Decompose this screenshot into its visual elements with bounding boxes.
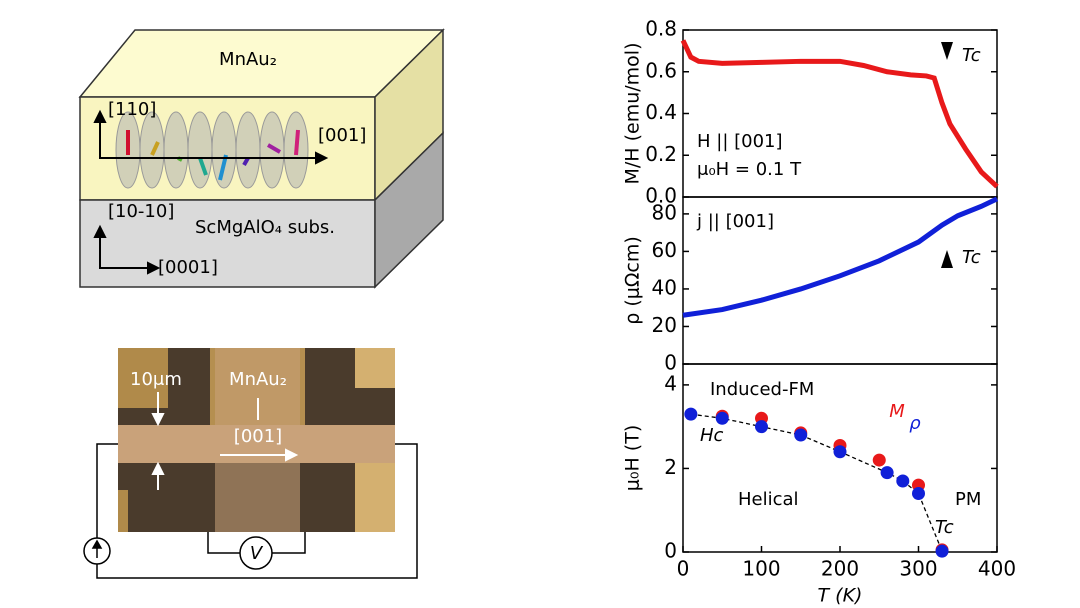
x-tick-label: 0 bbox=[677, 557, 690, 581]
axis-label: [001] bbox=[318, 125, 366, 146]
annotation: Induced-FM bbox=[710, 379, 814, 400]
substrate-label: ScMgAlO₄ subs. bbox=[195, 217, 335, 238]
axis-label: [110] bbox=[108, 99, 156, 120]
substrate-side bbox=[374, 131, 444, 289]
series-label: ρ bbox=[909, 413, 921, 434]
data-point bbox=[715, 411, 729, 425]
charts: 0.0 0.2 0.4 0.6 0.8M/H (emu/mol) H || [001] μ₀… bbox=[622, 17, 1017, 607]
device-arrows bbox=[151, 392, 299, 490]
x-tick-label: 300 bbox=[899, 557, 937, 581]
y-tick-label: 0.2 bbox=[645, 142, 677, 166]
data-point bbox=[755, 420, 768, 434]
y-axis-label: μ₀H (T) bbox=[622, 425, 644, 491]
annotation: μ₀H = 0.1 T bbox=[697, 159, 802, 180]
annotation: j || [001] bbox=[696, 211, 774, 232]
annotation: H || [001] bbox=[697, 131, 783, 152]
x-tick-label: 400 bbox=[978, 557, 1016, 581]
y-tick-label: 0.0 bbox=[645, 184, 677, 208]
y-tick-label: 0 bbox=[664, 539, 677, 563]
x-axis-label: T (K) bbox=[818, 585, 863, 607]
y-tick-label: 20 bbox=[652, 313, 677, 337]
device-axis: [001] bbox=[234, 426, 282, 447]
data-point bbox=[896, 474, 910, 488]
annotation: Tc bbox=[935, 517, 954, 538]
data-point bbox=[794, 428, 808, 442]
annotation: Hc bbox=[700, 425, 724, 446]
y-tick-label: 0.6 bbox=[645, 58, 677, 82]
y-tick-label: 0 bbox=[664, 351, 677, 375]
y-tick-label: 80 bbox=[652, 200, 677, 224]
annotation: Tc bbox=[962, 247, 981, 268]
voltmeter-label: V bbox=[250, 543, 264, 564]
spin-arrows bbox=[126, 129, 300, 181]
film-label: MnAu₂ bbox=[219, 49, 277, 70]
y-axis-label: ρ (μΩcm) bbox=[622, 236, 644, 325]
device-label: MnAu₂ bbox=[229, 369, 287, 390]
y-tick-label: 4 bbox=[664, 371, 677, 395]
y-tick-label: 0.4 bbox=[645, 100, 677, 124]
x-tick-label: 200 bbox=[821, 557, 859, 581]
y-tick-label: 40 bbox=[652, 275, 677, 299]
crystal-diagram: MnAu₂ [110] [001] [10-10] ScMgAlO₄ subs.… bbox=[78, 28, 445, 289]
data-point bbox=[935, 544, 949, 558]
circuit bbox=[83, 443, 418, 579]
crystal-axes bbox=[93, 109, 329, 275]
axis-label: [0001] bbox=[158, 257, 218, 278]
y-tick-label: 2 bbox=[664, 455, 677, 479]
axis-label: [10-10] bbox=[108, 201, 174, 222]
annotation: Helical bbox=[738, 489, 799, 510]
annotation: PM bbox=[955, 489, 981, 510]
data-point bbox=[833, 445, 847, 459]
y-tick-label: 60 bbox=[652, 238, 677, 262]
helix-ellipses bbox=[115, 111, 309, 189]
y-axis-label: M/H (emu/mol) bbox=[622, 43, 644, 185]
tc-marker bbox=[941, 250, 953, 268]
data-point bbox=[684, 407, 698, 421]
data-point bbox=[912, 487, 925, 501]
tc-marker bbox=[941, 42, 953, 60]
device-diagram: 10μm MnAu₂ [001] V bbox=[83, 348, 418, 579]
data-point bbox=[872, 453, 886, 467]
width-label: 10μm bbox=[130, 369, 182, 390]
data-point bbox=[880, 466, 894, 480]
series-label: M bbox=[889, 401, 905, 422]
y-tick-label: 0.8 bbox=[645, 17, 677, 41]
data-line bbox=[680, 39, 999, 189]
x-tick-label: 100 bbox=[742, 557, 780, 581]
annotation: Tc bbox=[962, 45, 981, 66]
data-line bbox=[682, 196, 999, 318]
